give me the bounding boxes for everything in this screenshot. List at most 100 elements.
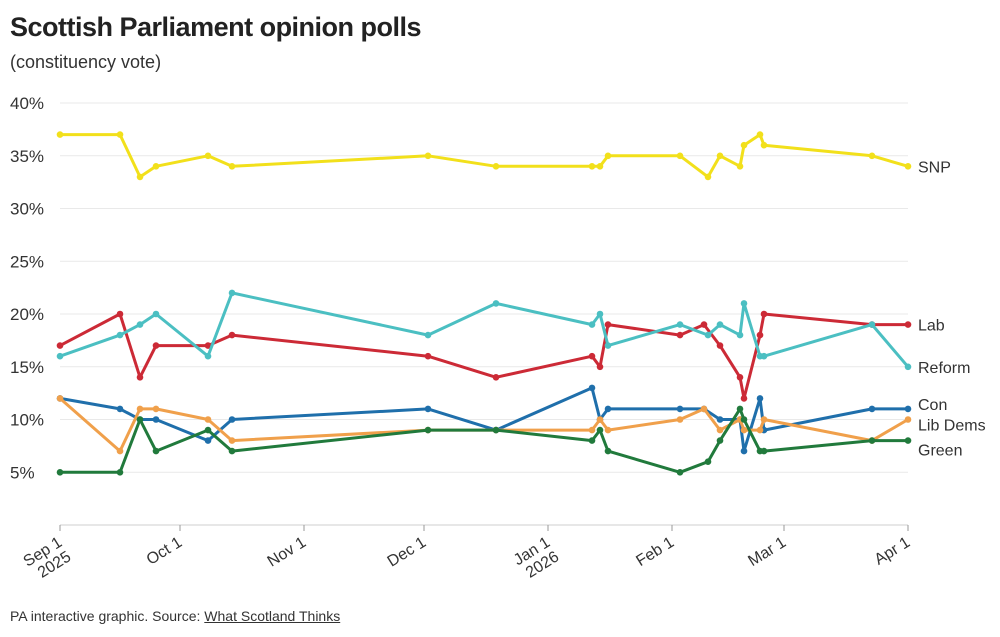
data-point[interactable] [596, 426, 604, 434]
data-point[interactable] [596, 310, 604, 318]
data-point[interactable] [56, 131, 64, 138]
data-point[interactable] [136, 321, 144, 328]
data-point[interactable] [760, 352, 768, 360]
data-point[interactable] [152, 163, 160, 170]
data-point[interactable] [492, 300, 500, 307]
data-point[interactable] [152, 416, 160, 423]
data-point[interactable] [676, 416, 684, 423]
data-point[interactable] [424, 331, 432, 339]
data-point[interactable] [116, 405, 124, 413]
data-point[interactable] [588, 321, 596, 328]
data-point[interactable] [116, 469, 124, 476]
data-point[interactable] [736, 405, 744, 413]
data-point[interactable] [740, 395, 748, 402]
data-point[interactable] [736, 331, 744, 339]
data-point[interactable] [904, 163, 912, 170]
data-point[interactable] [424, 352, 432, 360]
data-point[interactable] [604, 152, 612, 160]
data-point[interactable] [116, 131, 124, 138]
data-point[interactable] [760, 310, 768, 318]
data-point[interactable] [756, 426, 764, 434]
data-point[interactable] [204, 342, 212, 349]
data-point[interactable] [700, 405, 708, 413]
data-point[interactable] [136, 405, 144, 413]
data-point[interactable] [204, 426, 212, 434]
data-point[interactable] [136, 173, 144, 181]
data-point[interactable] [56, 352, 64, 360]
data-point[interactable] [760, 141, 768, 149]
data-point[interactable] [868, 437, 876, 444]
data-point[interactable] [204, 152, 212, 160]
data-point[interactable] [116, 310, 124, 318]
data-point[interactable] [904, 363, 912, 371]
data-point[interactable] [716, 426, 724, 434]
data-point[interactable] [56, 342, 64, 349]
data-point[interactable] [904, 416, 912, 423]
data-point[interactable] [424, 152, 432, 160]
data-point[interactable] [204, 416, 212, 423]
data-point[interactable] [588, 437, 596, 444]
data-point[interactable] [676, 469, 684, 476]
data-point[interactable] [604, 426, 612, 434]
data-point[interactable] [736, 374, 744, 381]
data-point[interactable] [676, 152, 684, 160]
data-point[interactable] [604, 342, 612, 349]
data-point[interactable] [152, 342, 160, 349]
data-point[interactable] [492, 163, 500, 170]
data-point[interactable] [740, 141, 748, 149]
data-point[interactable] [604, 447, 612, 455]
data-point[interactable] [760, 416, 768, 423]
data-point[interactable] [736, 163, 744, 170]
data-point[interactable] [56, 469, 64, 476]
data-point[interactable] [228, 416, 236, 423]
data-point[interactable] [588, 163, 596, 170]
data-point[interactable] [604, 321, 612, 328]
data-point[interactable] [704, 331, 712, 339]
data-point[interactable] [424, 405, 432, 413]
data-point[interactable] [704, 173, 712, 181]
data-point[interactable] [204, 437, 212, 444]
data-point[interactable] [492, 426, 500, 434]
data-point[interactable] [604, 405, 612, 413]
data-point[interactable] [756, 395, 764, 402]
data-point[interactable] [716, 152, 724, 160]
data-point[interactable] [116, 331, 124, 339]
data-point[interactable] [700, 321, 708, 328]
data-point[interactable] [740, 416, 748, 423]
data-point[interactable] [676, 321, 684, 328]
data-point[interactable] [704, 458, 712, 466]
data-point[interactable] [228, 437, 236, 444]
data-point[interactable] [716, 321, 724, 328]
data-point[interactable] [868, 405, 876, 413]
data-point[interactable] [904, 437, 912, 444]
data-point[interactable] [716, 342, 724, 349]
data-point[interactable] [116, 447, 124, 455]
data-point[interactable] [904, 321, 912, 328]
data-point[interactable] [760, 447, 768, 455]
data-point[interactable] [424, 426, 432, 434]
data-point[interactable] [588, 426, 596, 434]
data-point[interactable] [596, 363, 604, 371]
source-link[interactable]: What Scotland Thinks [204, 608, 341, 624]
data-point[interactable] [228, 447, 236, 455]
data-point[interactable] [228, 163, 236, 170]
data-point[interactable] [740, 426, 748, 434]
data-point[interactable] [136, 374, 144, 381]
data-point[interactable] [204, 352, 212, 360]
data-point[interactable] [492, 374, 500, 381]
data-point[interactable] [716, 416, 724, 423]
data-point[interactable] [904, 405, 912, 413]
data-point[interactable] [756, 131, 764, 138]
data-point[interactable] [740, 300, 748, 307]
data-point[interactable] [596, 416, 604, 423]
data-point[interactable] [152, 405, 160, 413]
data-point[interactable] [228, 331, 236, 339]
data-point[interactable] [756, 331, 764, 339]
data-point[interactable] [588, 384, 596, 392]
data-point[interactable] [588, 352, 596, 360]
data-point[interactable] [740, 447, 748, 455]
data-point[interactable] [56, 395, 64, 402]
data-point[interactable] [136, 416, 144, 423]
data-point[interactable] [676, 405, 684, 413]
data-point[interactable] [152, 310, 160, 318]
